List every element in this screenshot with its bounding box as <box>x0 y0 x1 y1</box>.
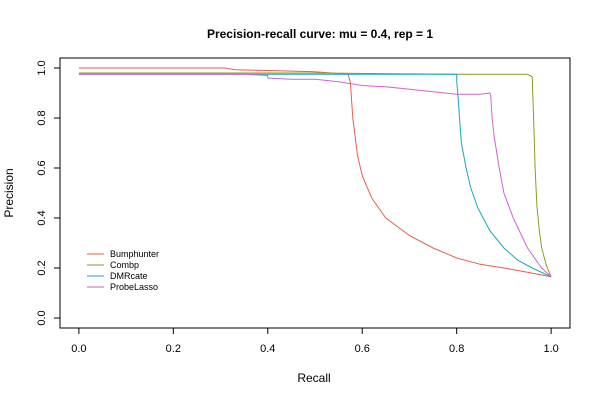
y-axis: 0.0 0.2 0.4 0.6 0.8 1.0 <box>36 60 60 326</box>
series-line-probelasso <box>78 73 552 278</box>
series-group <box>78 67 552 278</box>
x-tick-label: 1.0 <box>543 343 558 355</box>
y-tick-label: 0.4 <box>36 210 48 225</box>
series-line-bumphunter <box>78 67 552 278</box>
y-tick-label: 1.0 <box>36 60 48 75</box>
x-tick-label: 0.2 <box>166 343 181 355</box>
legend-label-dmrcate: DMRcate <box>110 271 148 281</box>
x-tick-label: 0.8 <box>449 343 464 355</box>
plot-frame <box>59 57 571 329</box>
x-tick-label: 0.6 <box>355 343 370 355</box>
x-axis-label: Recall <box>297 371 330 385</box>
series-line-dmrcate <box>78 73 552 278</box>
y-tick-label: 0.2 <box>36 260 48 275</box>
x-tick-label: 0.0 <box>71 343 86 355</box>
x-axis: 0.0 0.2 0.4 0.6 0.8 1.0 <box>71 328 559 355</box>
x-tick-label: 0.4 <box>260 343 275 355</box>
legend-label-probelasso: ProbeLasso <box>110 282 158 292</box>
y-tick-label: 0.0 <box>36 310 48 325</box>
series-line-combp <box>78 72 552 277</box>
legend-label-bumphunter: Bumphunter <box>110 249 159 259</box>
chart-title: Precision-recall curve: mu = 0.4, rep = … <box>207 27 433 41</box>
y-tick-label: 0.8 <box>36 110 48 125</box>
legend-label-combp: Combp <box>110 260 139 270</box>
y-axis-label: Precision <box>2 168 16 217</box>
y-tick-label: 0.6 <box>36 160 48 175</box>
